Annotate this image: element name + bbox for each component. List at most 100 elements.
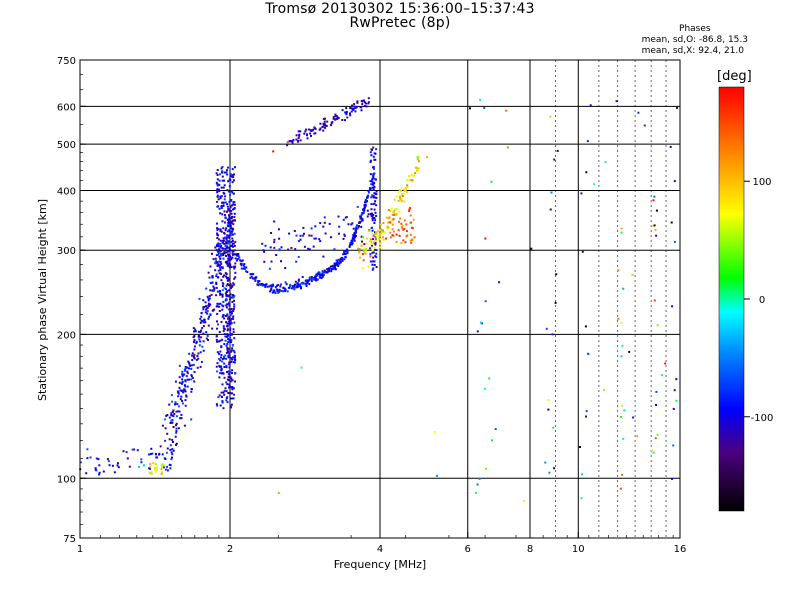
data-point bbox=[184, 385, 187, 388]
data-point bbox=[223, 231, 226, 234]
data-point bbox=[163, 418, 166, 421]
data-point bbox=[297, 279, 300, 282]
data-point bbox=[229, 263, 232, 266]
data-point bbox=[217, 238, 220, 241]
data-point bbox=[230, 397, 233, 400]
data-point bbox=[367, 191, 370, 194]
data-point bbox=[222, 282, 225, 285]
data-point bbox=[273, 220, 276, 223]
data-point bbox=[332, 117, 335, 120]
data-point bbox=[332, 266, 335, 269]
data-point bbox=[371, 186, 374, 189]
data-point bbox=[349, 114, 352, 117]
data-point bbox=[179, 389, 182, 392]
data-point bbox=[222, 325, 225, 328]
data-point bbox=[226, 173, 229, 176]
data-point bbox=[219, 212, 222, 215]
data-point bbox=[330, 270, 333, 273]
data-point bbox=[202, 299, 205, 302]
data-point bbox=[190, 375, 193, 378]
data-point bbox=[224, 339, 227, 342]
data-point bbox=[217, 205, 220, 208]
data-point bbox=[375, 214, 378, 217]
data-point bbox=[404, 241, 407, 244]
data-point bbox=[215, 286, 218, 289]
data-point bbox=[196, 355, 199, 357]
data-point bbox=[393, 213, 396, 216]
data-point bbox=[295, 285, 298, 288]
data-point bbox=[227, 347, 230, 350]
data-point bbox=[224, 217, 227, 220]
data-point bbox=[372, 256, 375, 259]
data-point bbox=[216, 232, 219, 235]
data-point bbox=[321, 126, 324, 128]
data-point bbox=[341, 109, 344, 112]
data-point bbox=[204, 321, 207, 324]
data-point bbox=[232, 331, 235, 333]
data-point bbox=[223, 198, 226, 201]
data-point bbox=[231, 237, 234, 240]
data-point bbox=[631, 273, 634, 276]
data-point bbox=[211, 276, 214, 279]
data-point bbox=[334, 265, 337, 268]
data-point bbox=[86, 457, 89, 460]
data-point bbox=[656, 433, 659, 436]
data-point bbox=[220, 272, 223, 275]
data-point bbox=[369, 159, 372, 162]
data-point bbox=[98, 464, 101, 467]
data-point bbox=[366, 215, 369, 218]
data-point bbox=[228, 295, 231, 298]
data-point bbox=[222, 254, 225, 256]
data-point bbox=[150, 472, 153, 475]
data-point bbox=[397, 191, 400, 194]
data-point bbox=[381, 230, 384, 233]
data-point bbox=[183, 384, 186, 387]
x-tick-label: 6 bbox=[465, 544, 471, 555]
data-point bbox=[373, 233, 376, 236]
data-point bbox=[587, 352, 590, 355]
data-point bbox=[273, 290, 276, 293]
data-point bbox=[200, 319, 203, 322]
data-point bbox=[177, 395, 180, 398]
data-point bbox=[216, 404, 219, 407]
data-point bbox=[231, 168, 234, 171]
data-point bbox=[227, 350, 230, 353]
data-point bbox=[235, 253, 238, 256]
data-point bbox=[225, 284, 228, 287]
data-point bbox=[214, 257, 217, 260]
data-point bbox=[295, 260, 298, 263]
data-point bbox=[184, 404, 187, 407]
data-point bbox=[98, 473, 101, 476]
data-point bbox=[243, 263, 246, 265]
data-point bbox=[223, 389, 226, 392]
data-point bbox=[217, 242, 220, 245]
data-point bbox=[375, 148, 378, 151]
title-line-2: RwPretec (8p) bbox=[349, 15, 451, 31]
data-point bbox=[676, 106, 678, 109]
data-point bbox=[233, 212, 236, 215]
data-point bbox=[395, 241, 398, 243]
data-point bbox=[195, 358, 198, 361]
data-point bbox=[370, 246, 373, 249]
data-point bbox=[392, 230, 395, 233]
data-point bbox=[229, 293, 232, 296]
data-point bbox=[288, 232, 291, 235]
data-point bbox=[175, 422, 178, 425]
data-point bbox=[220, 186, 223, 189]
data-point bbox=[216, 320, 218, 323]
data-point bbox=[237, 255, 240, 257]
data-point bbox=[371, 148, 374, 151]
data-point bbox=[161, 463, 164, 466]
data-point bbox=[229, 173, 232, 176]
data-point bbox=[222, 186, 225, 189]
data-point bbox=[398, 234, 401, 237]
data-point bbox=[227, 246, 230, 249]
data-point bbox=[337, 232, 340, 235]
data-point bbox=[218, 310, 221, 312]
data-point bbox=[494, 428, 497, 431]
data-point bbox=[381, 229, 384, 232]
data-point bbox=[233, 354, 236, 357]
data-point bbox=[217, 198, 220, 201]
data-point bbox=[231, 386, 234, 388]
data-point bbox=[339, 261, 341, 264]
